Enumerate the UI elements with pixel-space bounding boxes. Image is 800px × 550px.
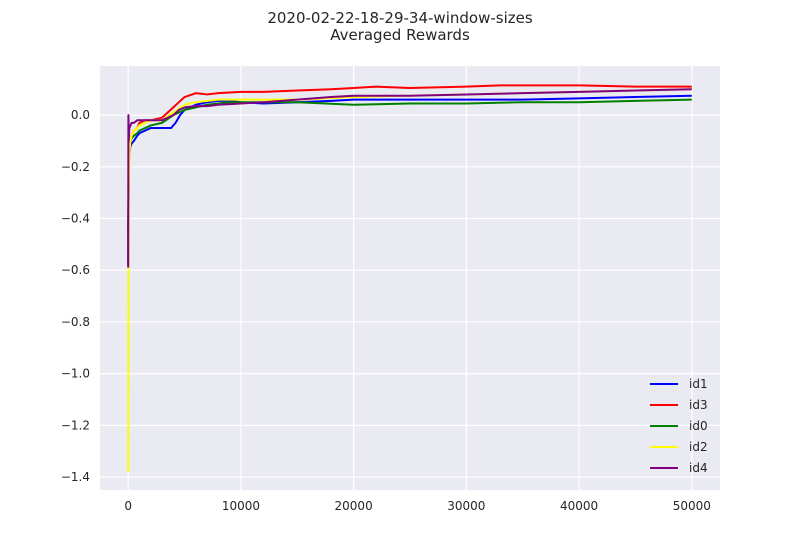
legend-label-id3: id3 [689,398,708,412]
legend-label-id1: id1 [689,377,708,391]
y-tick-label: −0.2 [61,160,90,174]
y-tick-label: −0.6 [61,263,90,277]
series-line-id0 [127,98,692,245]
x-tick-label: 20000 [335,499,373,513]
legend: id1 id3 id0 id2 id4 [650,377,708,475]
x-tick-label: 50000 [673,499,711,513]
series-line-id4 [127,88,692,268]
y-tick-label: −0.4 [61,212,90,226]
axis-ticks: 0 10000 20000 30000 40000 50000 0.0 −0.2 −0.4 −0.… [61,108,711,513]
legend-label-id4: id4 [689,461,708,475]
y-tick-label: −0.8 [61,315,90,329]
x-tick-label: 0 [124,499,132,513]
y-tick-label: 0.0 [71,108,90,122]
x-tick-label: 40000 [560,499,598,513]
legend-label-id0: id0 [689,419,708,433]
chart-subtitle: Averaged Rewards [330,26,470,44]
plot-area [100,66,720,490]
grid-lines [100,66,720,490]
y-tick-label: −1.0 [61,367,90,381]
x-tick-label: 30000 [447,499,485,513]
series-lines [127,84,692,472]
chart-title: 2020-02-22-18-29-34-window-sizes [267,9,532,27]
x-tick-label: 10000 [222,499,260,513]
y-tick-label: −1.2 [61,418,90,432]
y-tick-label: −1.4 [61,470,90,484]
legend-label-id2: id2 [689,440,708,454]
